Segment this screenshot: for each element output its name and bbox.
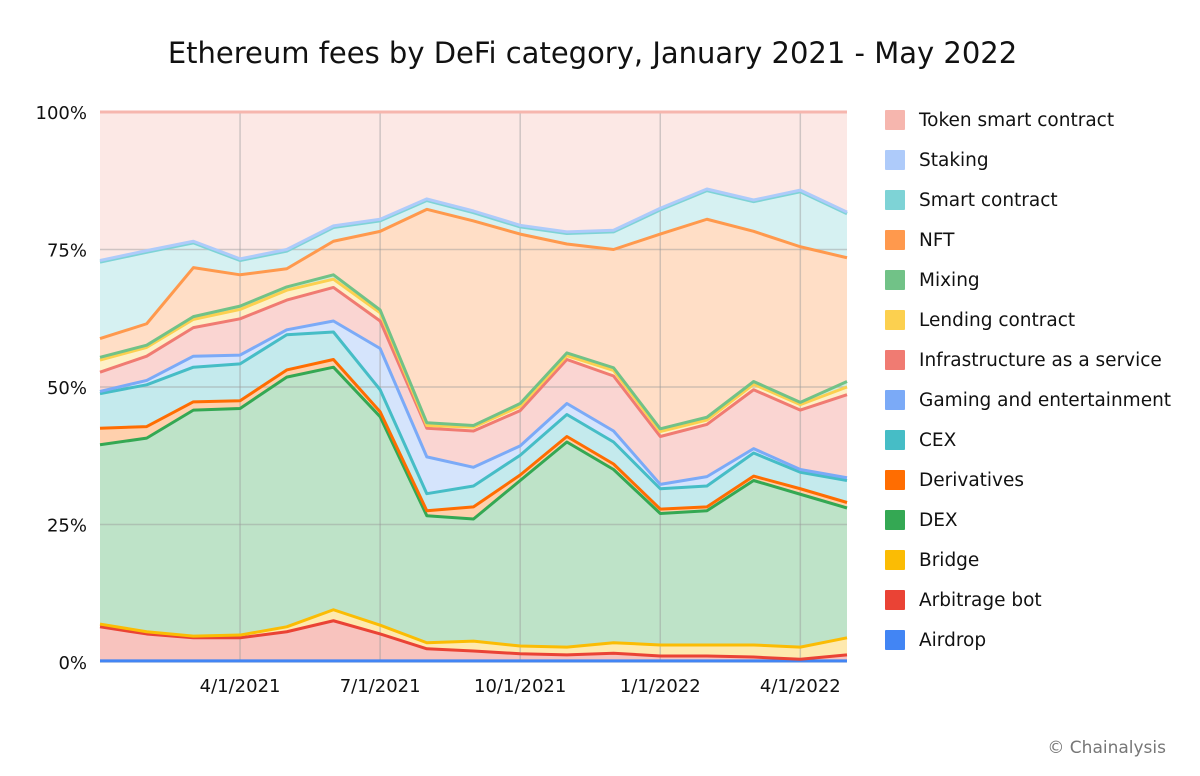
- legend-swatch: [885, 230, 905, 250]
- legend-label: Bridge: [919, 549, 980, 571]
- legend-swatch: [885, 150, 905, 170]
- line-infrastructure-as-a-service: [99, 285, 848, 438]
- legend-label: DEX: [919, 509, 958, 531]
- legend-swatch: [885, 590, 905, 610]
- line-cex: [99, 330, 848, 496]
- legend-swatch: [885, 430, 905, 450]
- legend-swatch: [885, 390, 905, 410]
- legend-item-bridge: Bridge: [885, 540, 1171, 580]
- legend-item-gaming-and-entertainment: Gaming and entertainment: [885, 380, 1171, 420]
- line-mixing: [99, 273, 848, 431]
- legend-swatch: [885, 270, 905, 290]
- series-lines: [99, 110, 848, 663]
- line-smart-contract: [99, 189, 848, 264]
- chart-title: Ethereum fees by DeFi category, January …: [167, 36, 1018, 70]
- x-tick-label: 4/1/2022: [760, 676, 841, 697]
- legend-label: NFT: [919, 229, 955, 251]
- y-tick-label: 25%: [47, 516, 87, 537]
- legend-swatch: [885, 510, 905, 530]
- line-bridge: [99, 608, 848, 649]
- line-staking: [99, 187, 848, 262]
- legend-label: Smart contract: [919, 189, 1058, 211]
- area-fills: [100, 112, 847, 662]
- legend: Token smart contract Staking Smart contrac…: [885, 100, 1171, 660]
- stacked-area-chart: 0% 25% 50% 75% 100% 4/1/2021 7/1/2021 10/1/2021…: [36, 103, 848, 697]
- legend-item-arbitrage-bot: Arbitrage bot: [885, 580, 1171, 620]
- line-gaming-and-entertainment: [99, 319, 848, 486]
- credit-text: © Chainalysis: [1047, 738, 1166, 758]
- y-tick-label: 100%: [36, 103, 87, 124]
- x-tick-label: 10/1/2021: [474, 676, 566, 697]
- y-tick-label: 75%: [47, 241, 87, 262]
- legend-item-infrastructure-as-a-service: Infrastructure as a service: [885, 340, 1171, 380]
- legend-label: Staking: [919, 149, 989, 171]
- legend-item-staking: Staking: [885, 140, 1171, 180]
- line-arbitrage-bot: [99, 619, 848, 661]
- legend-label: CEX: [919, 429, 957, 451]
- legend-swatch: [885, 470, 905, 490]
- legend-item-dex: DEX: [885, 500, 1171, 540]
- legend-item-nft: NFT: [885, 220, 1171, 260]
- legend-label: Airdrop: [919, 629, 987, 651]
- legend-label: Token smart contract: [919, 109, 1115, 131]
- legend-swatch: [885, 310, 905, 330]
- area-smart-contract: [100, 190, 847, 339]
- legend-swatch: [885, 190, 905, 210]
- legend-item-smart-contract: Smart contract: [885, 180, 1171, 220]
- legend-item-derivatives: Derivatives: [885, 460, 1171, 500]
- legend-label: Infrastructure as a service: [919, 349, 1162, 371]
- legend-swatch: [885, 110, 905, 130]
- area-arbitrage-bot: [100, 620, 847, 661]
- line-dex: [99, 365, 848, 521]
- legend-swatch: [885, 350, 905, 370]
- line-derivatives: [99, 358, 848, 513]
- legend-label: Mixing: [919, 269, 980, 291]
- legend-swatch: [885, 550, 905, 570]
- area-infrastructure-as-a-service: [100, 287, 847, 485]
- y-tick-label: 0%: [58, 653, 87, 674]
- legend-item-mixing: Mixing: [885, 260, 1171, 300]
- area-token-smart-contract: [100, 112, 847, 261]
- x-tick-label: 1/1/2022: [620, 676, 701, 697]
- x-tick-label: 7/1/2021: [340, 676, 421, 697]
- legend-item-token-smart-contract: Token smart contract: [885, 100, 1171, 140]
- line-nft: [99, 207, 848, 341]
- legend-item-lending-contract: Lending contract: [885, 300, 1171, 340]
- area-bridge: [100, 609, 847, 660]
- legend-label: Derivatives: [919, 469, 1025, 491]
- legend-item-airdrop: Airdrop: [885, 620, 1171, 660]
- legend-label: Gaming and entertainment: [919, 389, 1172, 411]
- area-dex: [100, 367, 847, 648]
- legend-label: Lending contract: [919, 309, 1076, 331]
- y-tick-label: 50%: [47, 378, 87, 399]
- legend-item-cex: CEX: [885, 420, 1171, 460]
- legend-swatch: [885, 630, 905, 650]
- x-tick-label: 4/1/2021: [200, 676, 281, 697]
- area-nft: [100, 209, 847, 429]
- legend-label: Arbitrage bot: [919, 589, 1042, 611]
- tick-labels: 0% 25% 50% 75% 100% 4/1/2021 7/1/2021 10/1/2021…: [36, 103, 841, 697]
- line-lending-contract: [99, 277, 848, 434]
